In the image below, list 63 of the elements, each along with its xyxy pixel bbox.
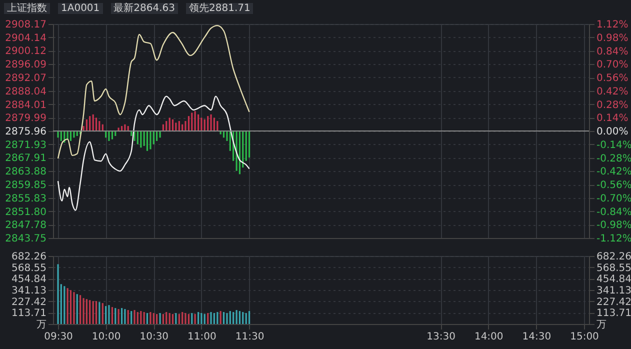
- text: 领先2881.71: [186, 3, 254, 14]
- y2-tick-label: 1.12%: [596, 20, 628, 30]
- y-tick-label: 2900.12: [5, 46, 46, 58]
- y2-tick-label: 682.26: [596, 252, 631, 262]
- y2-tick-label: 0.56%: [596, 73, 628, 84]
- x-tick-label: 13:30: [426, 332, 456, 342]
- y2-tick-label: 341.13: [596, 286, 631, 296]
- y-tick-label: 2896.09: [5, 60, 46, 71]
- y2-tick-label: -1.12%: [596, 234, 631, 244]
- y2-tick-label: 113.71: [596, 308, 631, 320]
- y-tick-label: 682.26: [12, 252, 46, 262]
- line-series: [57, 96, 250, 211]
- y2-tick-label: -0.98%: [596, 220, 631, 232]
- y-tick-label: 2867.91: [5, 153, 46, 164]
- line-series: [57, 24, 250, 160]
- x-tick-label: 11:30: [235, 332, 264, 342]
- chart-title: 上证指数: [4, 3, 50, 14]
- x-tick-label: 10:30: [140, 332, 169, 342]
- y-tick-label: 454.84: [12, 274, 46, 286]
- y-tick-label: 568.55: [12, 262, 46, 274]
- y2-tick-label: 227.42: [596, 296, 631, 308]
- y-tick-label: 2851.80: [5, 206, 46, 218]
- y-tick-label: 万: [36, 320, 46, 330]
- y2-tick-label: 万: [596, 320, 606, 330]
- y-tick-label: 113.71: [12, 308, 46, 320]
- y-tick-label: 2847.78: [5, 220, 46, 232]
- y-tick-label: 2892.07: [5, 72, 46, 84]
- y2-tick-label: 0.28%: [596, 100, 628, 111]
- y-tick-label: 2855.83: [5, 193, 46, 204]
- y-tick-label: 2871.93: [5, 140, 46, 151]
- y-tick-label: 2884.01: [5, 100, 46, 111]
- x-tick-label: 14:30: [522, 332, 552, 342]
- y2-tick-label: 0.42%: [596, 86, 628, 98]
- y2-tick-label: -0.56%: [596, 180, 631, 191]
- y2-tick-label: 454.84: [596, 274, 631, 286]
- x-tick-label: 14:00: [474, 332, 504, 342]
- y2-tick-label: 0.00%: [596, 126, 628, 138]
- y2-tick-label: -0.70%: [596, 193, 631, 204]
- y2-tick-label: -0.28%: [596, 153, 631, 164]
- y2-tick-label: -0.42%: [596, 166, 631, 178]
- y-tick-label: 2904.14: [5, 32, 46, 44]
- y-tick-label: 2863.88: [5, 166, 46, 178]
- y-tick-label: 2875.96: [5, 126, 46, 138]
- y2-tick-label: 0.84%: [596, 46, 628, 58]
- y-tick-label: 2888.04: [5, 86, 46, 98]
- x-tick-label: 09:30: [44, 332, 73, 342]
- x-tick-label: 15:00: [570, 332, 599, 342]
- y2-tick-label: 568.55: [596, 262, 631, 274]
- y2-tick-label: 0.14%: [596, 113, 628, 124]
- y2-tick-label: 0.70%: [596, 60, 628, 71]
- y-tick-label: 2879.99: [5, 113, 46, 124]
- y-tick-label: 2908.17: [5, 20, 46, 30]
- y2-tick-label: 0.98%: [596, 32, 628, 44]
- y2-tick-label: -0.14%: [596, 140, 631, 151]
- text: 1A0001: [58, 3, 103, 14]
- x-tick-label: 11:00: [188, 332, 216, 342]
- text: 最新2864.63: [110, 3, 178, 14]
- x-tick-label: 10:00: [92, 332, 121, 342]
- y-tick-label: 341.13: [12, 286, 46, 296]
- y-tick-label: 2859.85: [5, 180, 46, 192]
- y-tick-label: 2843.75: [5, 234, 46, 244]
- y-tick-label: 227.42: [12, 296, 46, 308]
- y2-tick-label: -0.84%: [596, 206, 631, 218]
